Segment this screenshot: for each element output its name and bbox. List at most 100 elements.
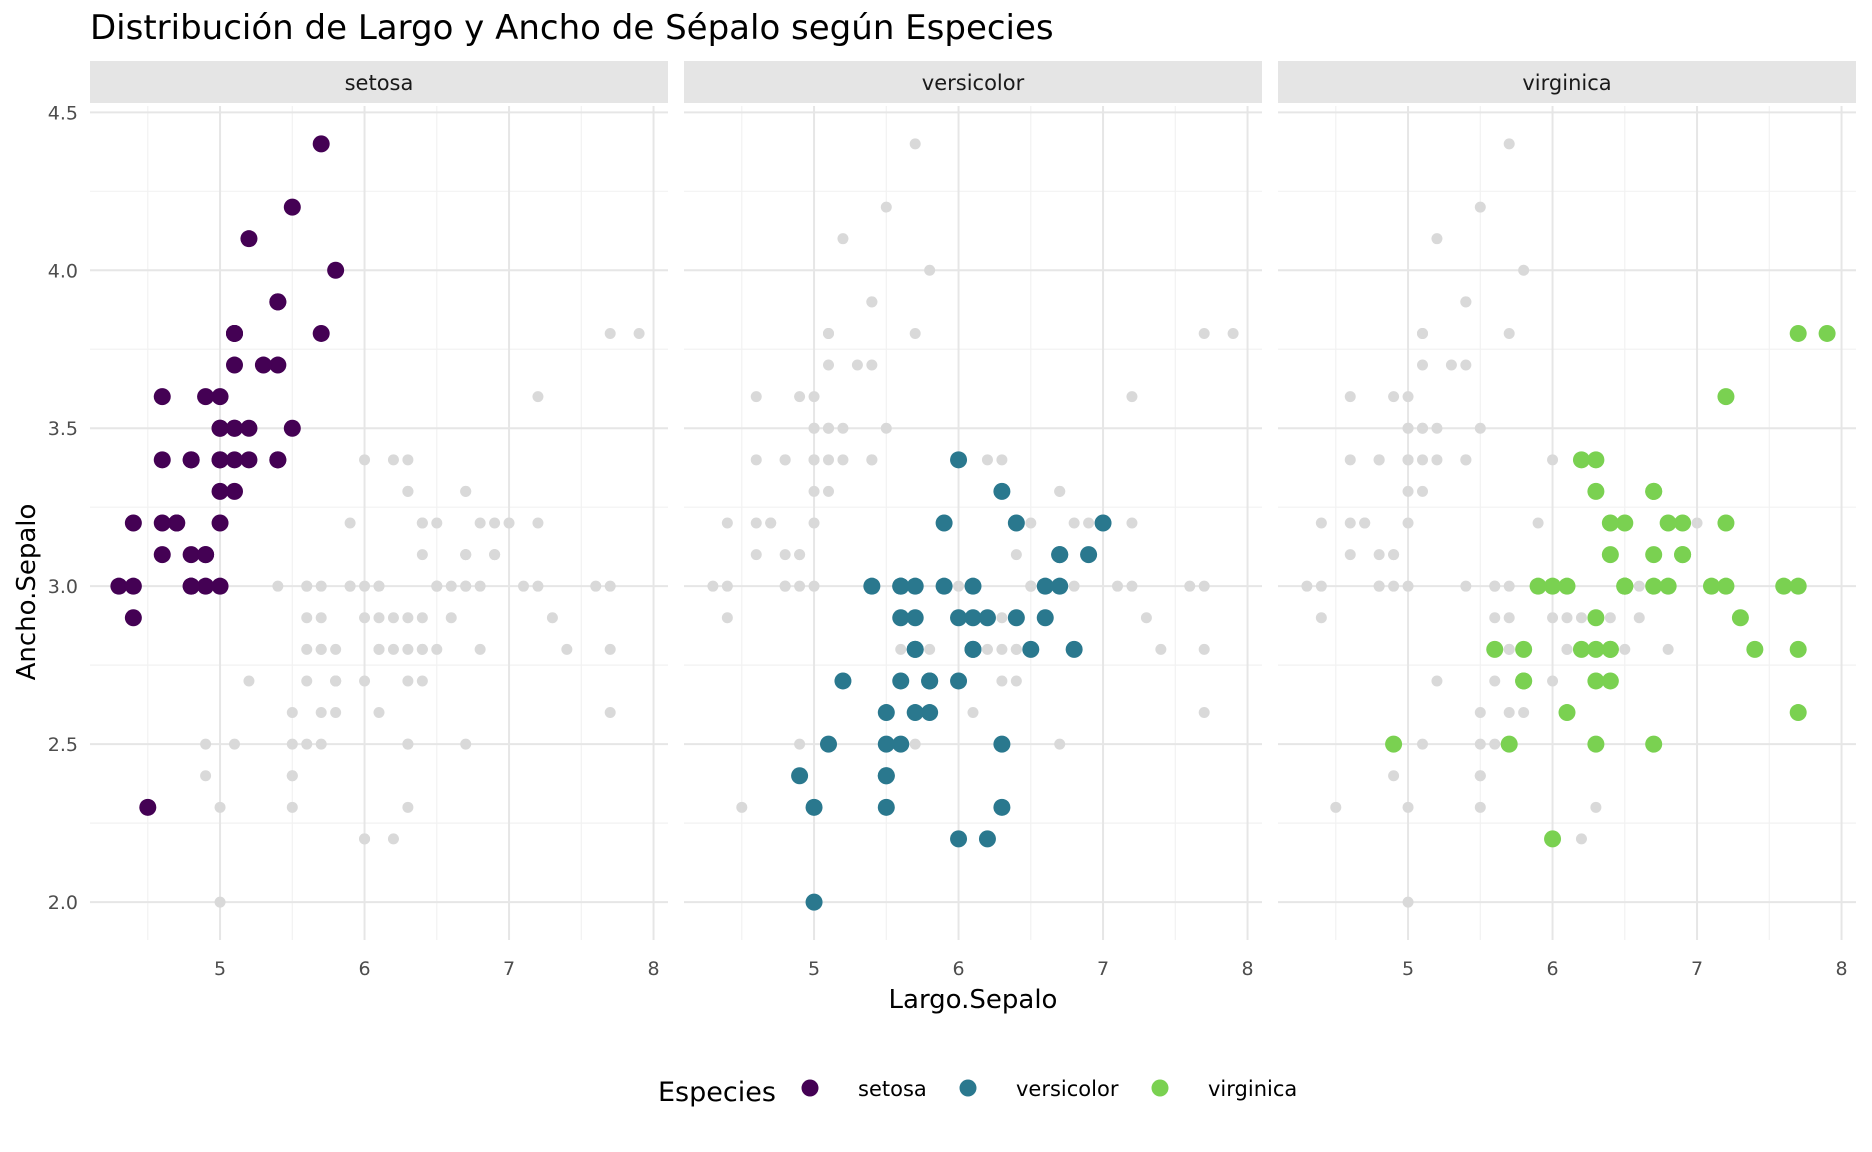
background-point xyxy=(895,643,907,655)
data-point-versicolor xyxy=(906,577,924,595)
background-point xyxy=(387,643,399,655)
data-point-virginica xyxy=(1645,482,1663,500)
data-point-setosa xyxy=(283,419,301,437)
background-point xyxy=(1489,580,1501,592)
background-point xyxy=(604,580,616,592)
data-point-versicolor xyxy=(978,830,996,848)
background-point xyxy=(402,485,414,497)
data-point-virginica xyxy=(1587,640,1605,658)
legend-key-versicolor xyxy=(959,1079,977,1097)
background-point xyxy=(1460,580,1472,592)
data-point-setosa xyxy=(269,451,287,469)
data-point-versicolor xyxy=(993,482,1011,500)
background-point xyxy=(808,580,820,592)
data-point-versicolor xyxy=(906,609,924,627)
background-point xyxy=(460,738,472,750)
background-point xyxy=(1373,580,1385,592)
background-point xyxy=(1431,422,1443,434)
background-point xyxy=(823,454,834,466)
data-point-setosa xyxy=(182,451,200,469)
x-tick-label: 6 xyxy=(1547,958,1559,980)
background-point xyxy=(1431,454,1443,466)
data-point-virginica xyxy=(1587,609,1605,627)
data-point-versicolor xyxy=(892,577,910,595)
background-point xyxy=(750,454,762,466)
data-point-setosa xyxy=(124,514,142,532)
data-point-setosa xyxy=(139,798,157,816)
background-point xyxy=(416,549,428,561)
data-point-versicolor xyxy=(834,672,852,690)
background-point xyxy=(301,580,313,592)
x-tick-label: 6 xyxy=(953,958,965,980)
background-point xyxy=(779,454,791,466)
data-point-virginica xyxy=(1601,514,1619,532)
background-point xyxy=(431,517,443,529)
data-point-virginica xyxy=(1515,640,1533,658)
data-point-versicolor xyxy=(921,704,939,722)
background-point xyxy=(1025,517,1037,529)
background-point xyxy=(402,643,414,655)
background-point xyxy=(1489,612,1501,624)
background-point xyxy=(315,643,327,655)
background-point xyxy=(1417,422,1428,434)
data-point-versicolor xyxy=(877,767,895,785)
background-point xyxy=(1417,327,1428,339)
data-point-virginica xyxy=(1731,609,1749,627)
background-point xyxy=(387,612,399,624)
data-point-setosa xyxy=(269,293,287,311)
chart-title: Distribución de Largo y Ancho de Sépalo … xyxy=(90,8,1054,48)
background-point xyxy=(866,359,878,371)
background-point xyxy=(1373,454,1385,466)
background-point xyxy=(823,359,834,371)
background-point xyxy=(909,138,921,150)
data-point-setosa xyxy=(211,451,229,469)
data-point-versicolor xyxy=(906,640,924,658)
data-point-versicolor xyxy=(805,893,823,911)
data-point-setosa xyxy=(312,135,330,153)
background-point xyxy=(1489,675,1501,687)
background-point xyxy=(1402,422,1414,434)
facet-panel-versicolor: versicolor 5 6 7 8 xyxy=(684,61,1262,980)
background-point xyxy=(794,391,806,403)
background-point xyxy=(1503,580,1515,592)
background-point xyxy=(794,738,806,750)
background-point xyxy=(1025,580,1037,592)
background-point xyxy=(967,707,979,719)
data-point-versicolor xyxy=(1065,640,1083,658)
data-point-versicolor xyxy=(1051,546,1069,564)
background-point xyxy=(1126,517,1138,529)
background-point xyxy=(1198,327,1210,339)
background-point xyxy=(590,580,602,592)
data-point-virginica xyxy=(1703,577,1720,595)
background-point xyxy=(460,485,472,497)
background-point xyxy=(823,327,834,339)
background-point xyxy=(707,580,719,592)
background-point xyxy=(402,738,414,750)
background-point xyxy=(880,201,892,213)
data-point-versicolor xyxy=(964,640,982,658)
background-point xyxy=(1633,580,1645,592)
data-point-virginica xyxy=(1558,704,1576,722)
background-point xyxy=(1532,517,1544,529)
data-point-versicolor xyxy=(791,767,809,785)
background-point xyxy=(808,391,820,403)
data-point-setosa xyxy=(211,514,229,532)
background-point xyxy=(981,643,993,655)
background-point xyxy=(1489,738,1501,750)
background-point xyxy=(445,612,457,624)
legend-title: Especies xyxy=(658,1077,776,1108)
background-point xyxy=(330,675,342,687)
background-point xyxy=(1344,391,1356,403)
background-point xyxy=(1402,801,1414,813)
background-point xyxy=(604,643,616,655)
background-point xyxy=(1460,296,1472,308)
background-point xyxy=(1388,770,1400,782)
background-point xyxy=(1388,549,1400,561)
background-point xyxy=(315,612,327,624)
facet-panel-virginica: virginica 5 6 7 8 xyxy=(1278,61,1856,980)
background-point xyxy=(837,422,849,434)
data-point-versicolor xyxy=(877,798,895,816)
background-point xyxy=(808,422,820,434)
data-point-virginica xyxy=(1674,546,1692,564)
background-point xyxy=(286,738,298,750)
